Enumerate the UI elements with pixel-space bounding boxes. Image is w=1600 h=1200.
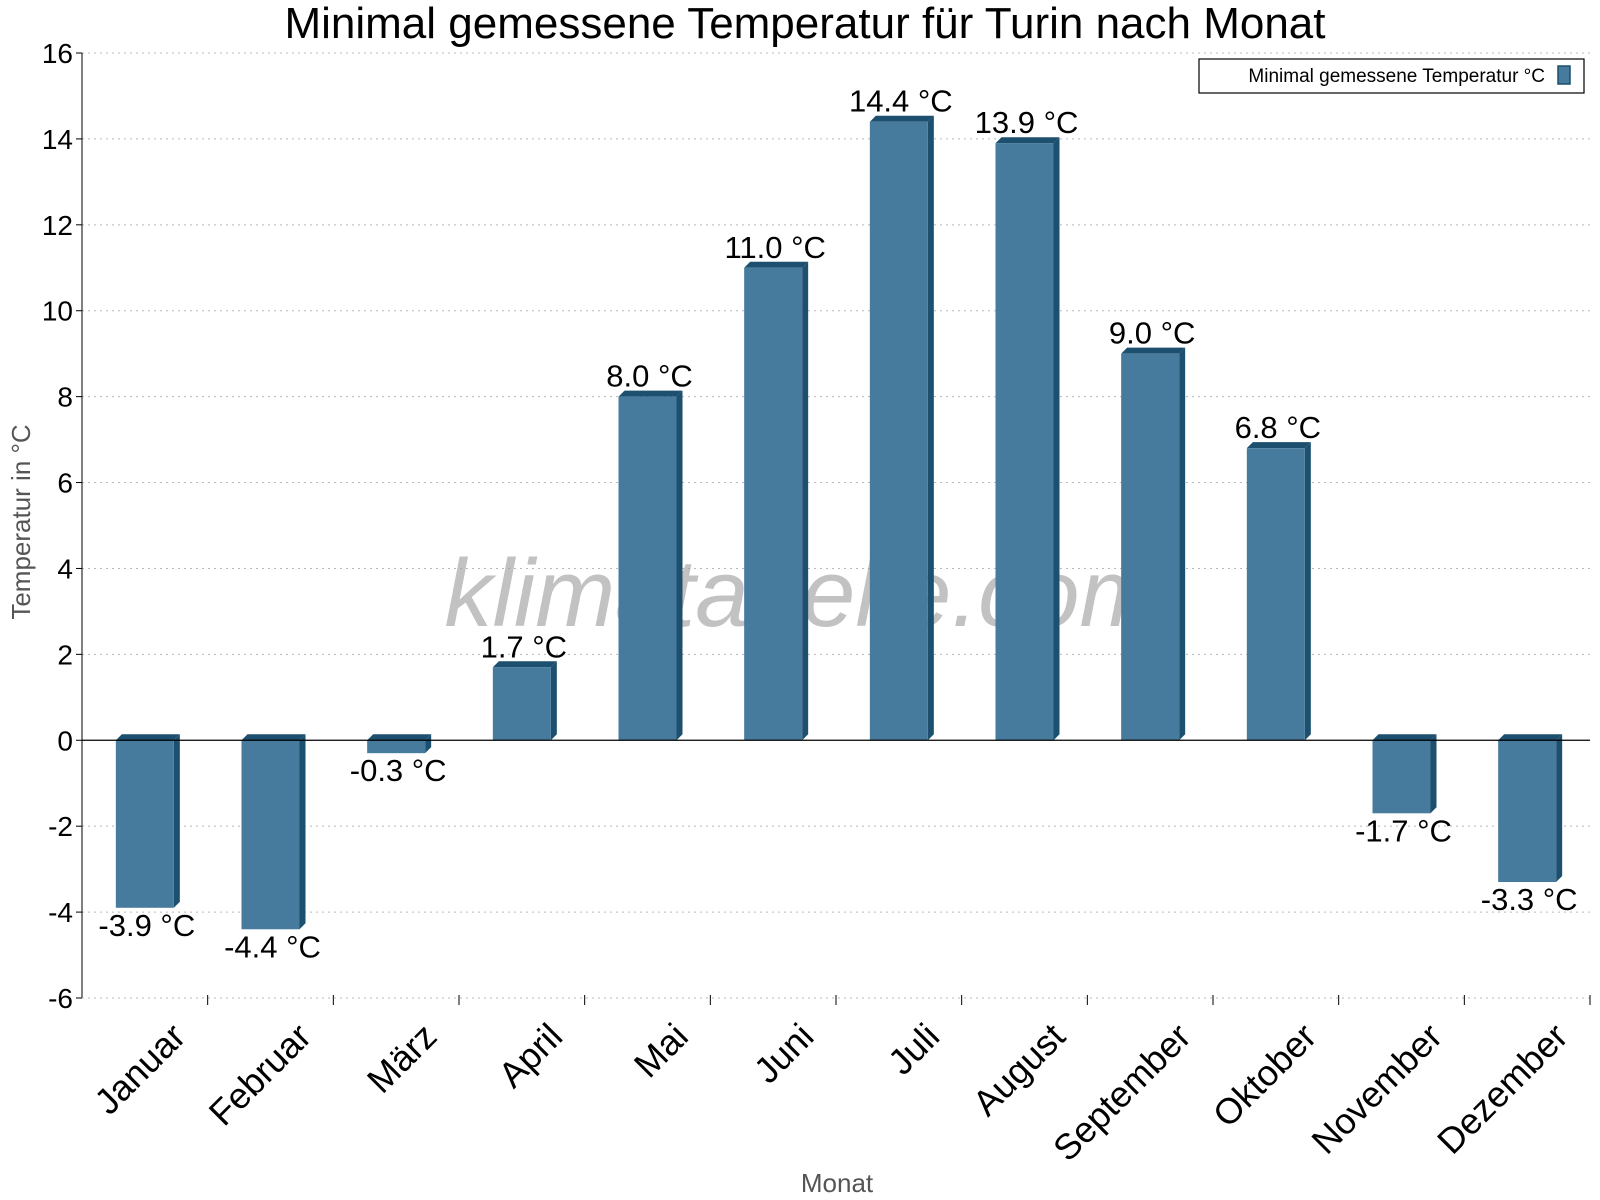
bar-side bbox=[1304, 442, 1311, 741]
x-tick-label: Oktober bbox=[1205, 1015, 1325, 1135]
bar-front bbox=[241, 740, 300, 930]
bar-side bbox=[173, 734, 180, 908]
bar-side bbox=[299, 734, 306, 930]
bar bbox=[1372, 734, 1437, 814]
bar-side bbox=[1556, 734, 1563, 883]
data-labels: -3.9 °C -4.4 °C -0.3 °C 1.7 °C 8.0 °C 11.0 °C… bbox=[98, 84, 1577, 965]
bar-front bbox=[1498, 740, 1557, 883]
chart-title: Minimal gemessene Temperatur für Turin n… bbox=[284, 0, 1325, 48]
data-label: 11.0 °C bbox=[724, 230, 825, 265]
x-tick-label: Mai bbox=[626, 1015, 696, 1085]
data-label: 9.0 °C bbox=[1109, 316, 1196, 351]
bar-top bbox=[367, 734, 432, 741]
bar-top bbox=[1372, 734, 1437, 741]
bar-front bbox=[492, 667, 551, 741]
x-axis-title: Monat bbox=[801, 1168, 874, 1198]
y-tick-label: -6 bbox=[48, 983, 73, 1014]
bar-front bbox=[115, 740, 174, 908]
y-axis-title: Temperatur in °C bbox=[6, 424, 36, 619]
bars bbox=[115, 115, 1563, 930]
x-tick-label: August bbox=[965, 1015, 1073, 1123]
data-label: -1.7 °C bbox=[1355, 813, 1452, 848]
bar-top bbox=[115, 734, 180, 741]
x-tick-label: September bbox=[1045, 1015, 1199, 1169]
bar bbox=[1498, 734, 1563, 883]
bar-top bbox=[618, 390, 683, 397]
y-tick-label: -4 bbox=[48, 897, 73, 928]
x-tick-label: Dezember bbox=[1429, 1015, 1575, 1161]
bar-top bbox=[492, 661, 557, 668]
bar-front bbox=[1121, 353, 1180, 741]
bar-side bbox=[802, 261, 809, 741]
x-tick-label: November bbox=[1303, 1015, 1449, 1161]
y-tick-label: 12 bbox=[42, 210, 73, 241]
y-tick-label: 4 bbox=[57, 553, 73, 584]
bar-top bbox=[869, 115, 934, 122]
bar bbox=[241, 734, 306, 930]
data-label: 14.4 °C bbox=[849, 84, 953, 119]
bar-side bbox=[550, 661, 557, 741]
bar-top bbox=[1121, 347, 1186, 354]
y-tick-label: 2 bbox=[57, 639, 73, 670]
bar bbox=[995, 137, 1060, 741]
bar bbox=[367, 734, 432, 754]
x-tick-label: Februar bbox=[201, 1015, 319, 1133]
legend-label: Minimal gemessene Temperatur °C bbox=[1248, 66, 1545, 87]
y-tick-label: 10 bbox=[42, 296, 73, 327]
bar bbox=[115, 734, 180, 908]
bar bbox=[744, 261, 809, 741]
x-tick-label: März bbox=[359, 1015, 445, 1101]
y-tick-label: 6 bbox=[57, 468, 73, 499]
gridlines bbox=[82, 52, 1590, 999]
bar-side bbox=[676, 390, 683, 741]
bar-side bbox=[425, 734, 432, 754]
bar-top bbox=[1246, 442, 1311, 449]
legend-box bbox=[1198, 58, 1585, 94]
data-label: -0.3 °C bbox=[350, 753, 447, 788]
bar-front bbox=[869, 121, 928, 741]
data-label: -3.3 °C bbox=[1481, 882, 1578, 917]
data-label: 13.9 °C bbox=[975, 105, 1079, 140]
bar-side bbox=[927, 115, 934, 741]
bar-front bbox=[995, 143, 1054, 741]
bar-front bbox=[367, 740, 426, 754]
data-label: -4.4 °C bbox=[224, 929, 321, 964]
x-tick-label: April bbox=[490, 1015, 570, 1095]
data-label: 6.8 °C bbox=[1235, 410, 1322, 445]
data-label: -3.9 °C bbox=[98, 908, 195, 943]
x-tick-label: Juli bbox=[880, 1015, 947, 1082]
data-label: 8.0 °C bbox=[606, 359, 693, 394]
bar-top bbox=[241, 734, 306, 741]
bar-side bbox=[1430, 734, 1437, 814]
bar bbox=[492, 661, 557, 741]
bar-front bbox=[744, 267, 803, 741]
legend-swatch bbox=[1557, 65, 1571, 85]
bar-front bbox=[1246, 448, 1305, 741]
x-tick-label: Juni bbox=[746, 1015, 822, 1091]
data-label: 1.7 °C bbox=[481, 629, 568, 664]
bar bbox=[1121, 347, 1186, 741]
y-tick-label: -2 bbox=[48, 811, 73, 842]
bar-top bbox=[995, 137, 1060, 144]
bar bbox=[1246, 442, 1311, 741]
y-tick-label: 8 bbox=[57, 382, 73, 413]
y-tick-label: 14 bbox=[42, 124, 73, 155]
legend: Minimal gemessene Temperatur °C bbox=[1198, 58, 1585, 94]
bar-front bbox=[1372, 740, 1431, 814]
bar-side bbox=[1179, 347, 1186, 741]
bar-front bbox=[618, 396, 677, 741]
bar-top bbox=[744, 261, 809, 268]
y-tick-label: 16 bbox=[42, 38, 73, 69]
bar bbox=[618, 390, 683, 741]
bar bbox=[869, 115, 934, 741]
bar-top bbox=[1498, 734, 1563, 741]
y-tick-label: 0 bbox=[57, 725, 73, 756]
bar-side bbox=[1053, 137, 1060, 741]
x-tick-label: Januar bbox=[86, 1015, 193, 1122]
